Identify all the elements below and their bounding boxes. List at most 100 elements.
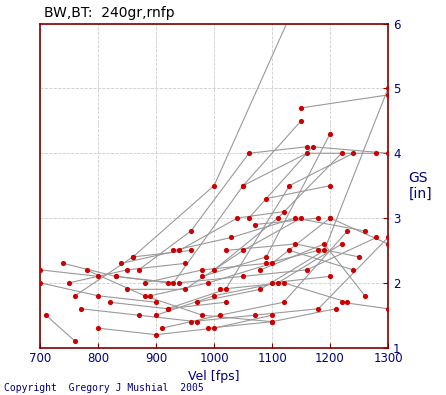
Point: [384, 241, 392, 247]
Point: [297, 215, 305, 221]
Point: [187, 228, 194, 234]
Point: [344, 228, 351, 234]
Point: [222, 247, 229, 254]
Point: [251, 221, 258, 228]
Point: [350, 150, 357, 156]
Point: [83, 267, 90, 273]
Point: [257, 286, 264, 292]
Point: [170, 247, 177, 254]
Point: [112, 273, 119, 280]
Point: [240, 182, 247, 189]
Point: [187, 318, 194, 325]
Point: [263, 260, 270, 267]
Point: [199, 312, 206, 318]
Point: [222, 299, 229, 305]
Point: [164, 306, 171, 312]
Point: [315, 247, 322, 254]
Point: [326, 131, 334, 137]
Point: [286, 182, 293, 189]
Point: [205, 325, 212, 331]
Point: [182, 260, 189, 267]
Point: [135, 312, 142, 318]
Point: [338, 150, 345, 156]
Point: [176, 280, 183, 286]
Point: [384, 306, 392, 312]
Point: [280, 280, 287, 286]
Point: [326, 215, 334, 221]
Point: [373, 150, 380, 156]
Point: [141, 293, 148, 299]
Point: [211, 325, 218, 331]
Point: [124, 286, 131, 292]
Point: [170, 280, 177, 286]
Point: [37, 267, 44, 273]
Point: [153, 312, 160, 318]
Point: [211, 267, 218, 273]
Point: [176, 247, 183, 254]
Point: [321, 247, 328, 254]
Point: [361, 228, 368, 234]
Point: [268, 312, 276, 318]
Point: [193, 318, 200, 325]
Point: [292, 215, 299, 221]
Point: [228, 234, 235, 241]
Point: [355, 254, 363, 260]
Point: [338, 299, 345, 305]
Point: [263, 254, 270, 260]
Point: [216, 312, 223, 318]
Point: [268, 318, 276, 325]
Point: [384, 92, 392, 98]
Point: [245, 215, 252, 221]
Point: [297, 105, 305, 111]
Point: [211, 293, 218, 299]
Point: [268, 280, 276, 286]
Text: Copyright  Gregory J Mushial  2005: Copyright Gregory J Mushial 2005: [4, 383, 204, 393]
Point: [211, 182, 218, 189]
Point: [240, 273, 247, 280]
Point: [164, 306, 171, 312]
Point: [303, 267, 310, 273]
Point: [361, 293, 368, 299]
Point: [141, 280, 148, 286]
Point: [257, 267, 264, 273]
Point: [135, 267, 142, 273]
Point: [286, 14, 293, 21]
Point: [309, 144, 316, 150]
Point: [153, 331, 160, 338]
Point: [344, 299, 351, 305]
Point: [332, 306, 339, 312]
Point: [118, 260, 125, 267]
Point: [303, 144, 310, 150]
Point: [326, 215, 334, 221]
Point: [124, 267, 131, 273]
Text: BW,BT:  240gr,rnfp: BW,BT: 240gr,rnfp: [44, 6, 174, 21]
Point: [263, 196, 270, 202]
Point: [182, 286, 189, 292]
Point: [106, 299, 113, 305]
Point: [321, 241, 328, 247]
Point: [95, 325, 102, 331]
Point: [158, 325, 165, 331]
Point: [286, 247, 293, 254]
Point: [268, 260, 276, 267]
Point: [326, 273, 334, 280]
Point: [216, 286, 223, 292]
Point: [199, 267, 206, 273]
Point: [350, 267, 357, 273]
Point: [234, 215, 241, 221]
Point: [187, 247, 194, 254]
Point: [77, 306, 84, 312]
Point: [245, 150, 252, 156]
Point: [274, 280, 281, 286]
Point: [164, 280, 171, 286]
Point: [280, 299, 287, 305]
Point: [384, 150, 392, 156]
Point: [384, 85, 392, 92]
X-axis label: Vel [fps]: Vel [fps]: [188, 370, 240, 383]
Point: [129, 254, 136, 260]
Point: [280, 209, 287, 215]
Point: [42, 312, 50, 318]
Point: [112, 273, 119, 280]
Point: [95, 293, 102, 299]
Point: [71, 338, 78, 344]
